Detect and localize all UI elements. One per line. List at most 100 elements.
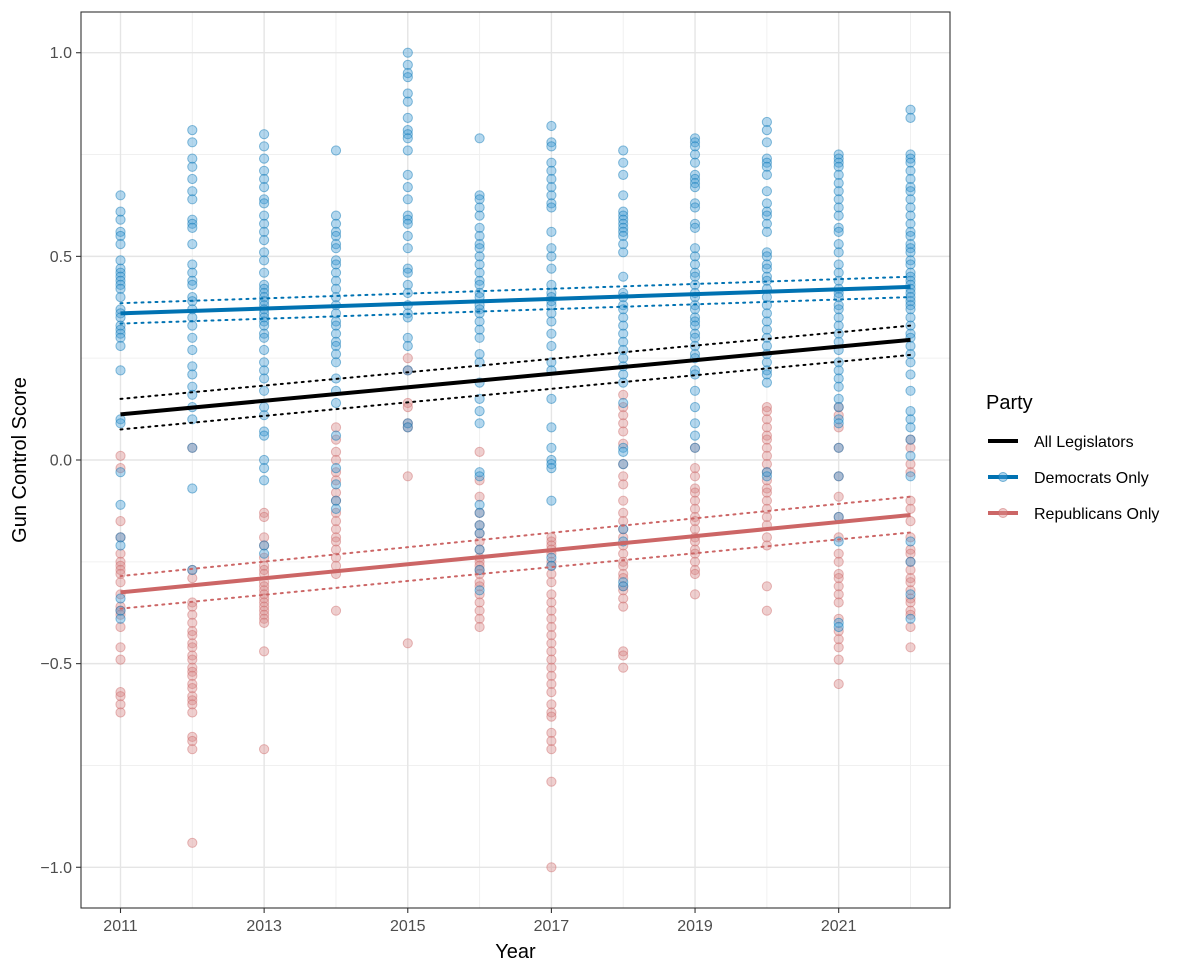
point-republicans (761, 402, 773, 413)
point-democrats (115, 267, 126, 278)
point-democrats (546, 141, 557, 152)
point-republicans (546, 654, 557, 665)
point-republicans (259, 617, 270, 629)
point-democrats (833, 381, 844, 392)
point-republicans (618, 581, 629, 592)
point-republicans (115, 532, 126, 543)
point-democrats (618, 247, 629, 258)
point-republicans (546, 621, 557, 633)
point-democrats (833, 442, 844, 453)
point-democrats (761, 340, 773, 352)
point-republicans (618, 410, 629, 421)
point-democrats (618, 397, 629, 409)
point-democrats (618, 442, 629, 453)
point-democrats (618, 459, 629, 470)
point-republicans (330, 507, 342, 519)
point-democrats (259, 129, 270, 140)
point-democrats (546, 340, 557, 352)
point-republicans (618, 402, 629, 413)
point-democrats (905, 186, 916, 197)
point-republicans (689, 487, 701, 498)
point-republicans (689, 544, 701, 555)
point-democrats (689, 365, 701, 376)
point-democrats (761, 332, 773, 343)
point-democrats (330, 243, 342, 254)
point-republicans (474, 544, 485, 555)
point-democrats (905, 312, 916, 323)
point-republicans (474, 589, 485, 600)
point-republicans (187, 564, 198, 576)
point-democrats (689, 157, 701, 168)
ci-lower-all-legislators (119, 353, 912, 431)
y-tick-label: 0.5 (50, 249, 72, 266)
point-republicans (474, 577, 485, 588)
point-republicans (761, 442, 773, 453)
point-democrats (115, 328, 126, 339)
point-democrats (259, 332, 270, 343)
point-democrats (330, 349, 342, 360)
point-democrats (330, 239, 342, 250)
point-democrats (905, 239, 916, 250)
axes: 2011 2013 2015 2017 2019 2021 1.0 0.5 0.0 −0.5 −1.… (40, 45, 856, 935)
point-republicans (618, 646, 629, 657)
point-republicans (474, 491, 485, 502)
point-republicans (474, 475, 485, 486)
point-democrats (833, 226, 844, 237)
point-democrats (618, 369, 629, 380)
point-republicans (546, 638, 557, 649)
point-democrats (259, 153, 270, 164)
point-democrats (115, 613, 126, 624)
point-democrats (259, 279, 270, 290)
point-republicans (115, 609, 126, 620)
point-democrats (259, 247, 270, 258)
point-democrats (115, 271, 126, 282)
point-democrats (761, 308, 773, 319)
point-republicans (187, 707, 198, 718)
point-republicans (618, 507, 629, 519)
point-republicans (761, 459, 773, 470)
point-democrats (905, 556, 916, 567)
point-democrats (689, 173, 701, 185)
point-republicans (905, 459, 916, 470)
point-democrats (187, 259, 198, 270)
point-democrats (330, 479, 342, 490)
point-republicans (402, 418, 413, 429)
point-republicans (689, 564, 701, 576)
point-democrats (905, 210, 916, 221)
point-democrats (905, 259, 916, 270)
x-tick-label: 2013 (246, 918, 282, 935)
point-democrats (618, 206, 629, 217)
legend-key-democrats-only: Democrats Only (988, 470, 1149, 487)
point-democrats (187, 483, 198, 494)
point-democrats (474, 467, 485, 478)
point-republicans (187, 626, 198, 637)
point-republicans (259, 646, 270, 657)
point-democrats (833, 222, 844, 233)
point-democrats (833, 202, 844, 213)
point-democrats (474, 507, 485, 519)
point-republicans (618, 426, 629, 437)
point-republicans (546, 560, 557, 572)
point-democrats (474, 324, 485, 335)
point-democrats (689, 402, 701, 413)
point-democrats (187, 267, 198, 278)
point-republicans (546, 687, 557, 698)
point-democrats (618, 328, 629, 339)
point-democrats (187, 275, 198, 286)
point-democrats (618, 353, 629, 364)
point-democrats (689, 430, 701, 441)
point-democrats (187, 161, 198, 172)
point-republicans (833, 556, 844, 567)
point-republicans (546, 727, 557, 739)
point-democrats (689, 202, 701, 213)
point-republicans (905, 503, 916, 514)
point-democrats (402, 210, 413, 221)
point-democrats (833, 186, 844, 197)
point-republicans (474, 597, 485, 608)
point-republicans (330, 552, 342, 563)
point-democrats (330, 503, 342, 514)
point-democrats (833, 418, 844, 429)
point-democrats (474, 202, 485, 213)
point-republicans (187, 744, 198, 755)
point-democrats (187, 564, 198, 576)
